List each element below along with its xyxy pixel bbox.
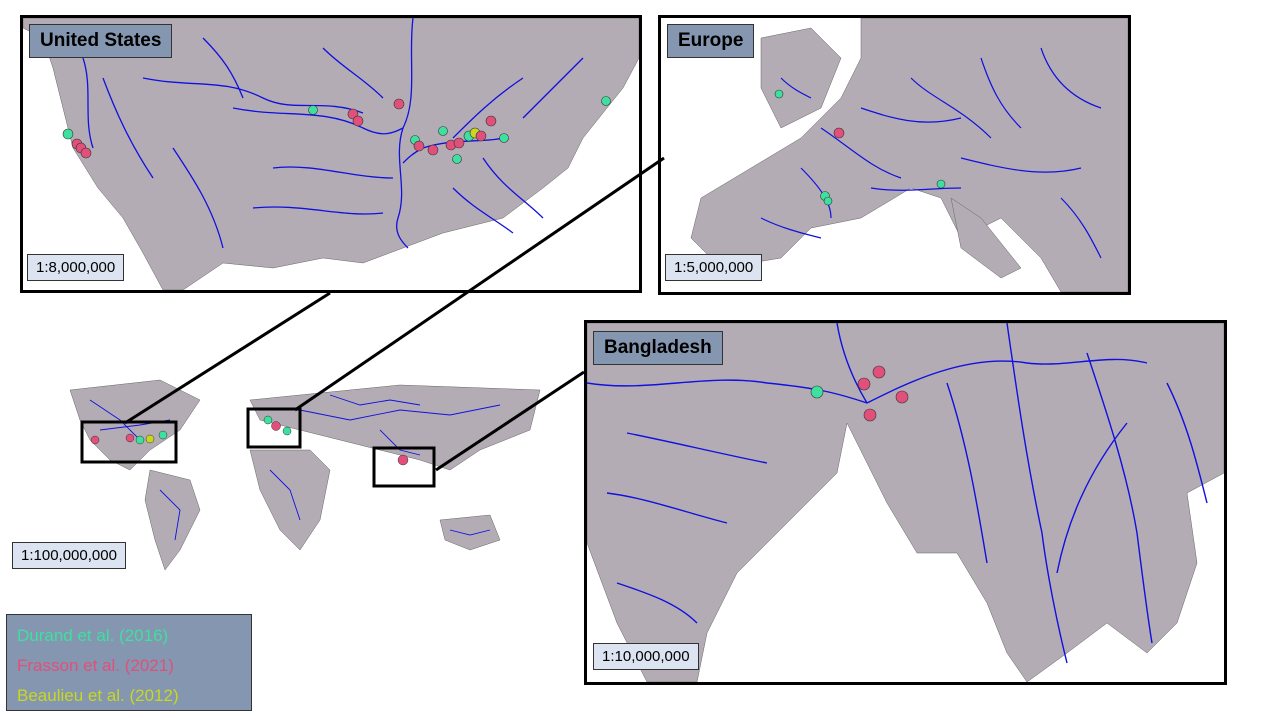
world-scale-label: 1:100,000,000	[12, 542, 126, 569]
site-marker	[833, 127, 845, 139]
australia-landmass	[439, 514, 501, 551]
world-map: 1:100,000,000	[0, 360, 560, 600]
site-marker	[393, 98, 405, 110]
site-marker	[895, 390, 909, 404]
legend-item-beaulieu: Beaulieu et al. (2012)	[17, 686, 179, 705]
us-scale-label: 1:8,000,000	[27, 254, 125, 281]
south-asia-landmass	[587, 323, 1224, 682]
site-marker	[308, 105, 318, 115]
us-title: United States	[29, 24, 173, 58]
us-map-graphic	[23, 18, 639, 290]
site-marker	[263, 415, 273, 425]
site-marker	[135, 435, 145, 445]
bangladesh-map-graphic	[587, 323, 1224, 682]
site-marker	[774, 89, 784, 99]
us-inset-map: United States 1:8,000,000	[20, 15, 642, 293]
legend-item-durand: Durand et al. (2016)	[17, 626, 169, 645]
site-marker	[62, 128, 74, 140]
site-marker	[485, 115, 497, 127]
bangladesh-inset-map: Bangladesh 1:10,000,000	[584, 320, 1227, 685]
site-marker	[271, 421, 281, 431]
site-marker	[80, 147, 92, 159]
site-marker	[427, 144, 439, 156]
site-marker	[601, 96, 611, 106]
site-marker	[857, 377, 871, 391]
site-marker	[453, 137, 465, 149]
europe-scale-label: 1:5,000,000	[665, 254, 763, 281]
britain-landmass	[760, 27, 842, 129]
site-marker	[438, 126, 448, 136]
europe-inset-map: Europe 1:5,000,000	[658, 15, 1131, 295]
bangladesh-scale-label: 1:10,000,000	[593, 643, 699, 670]
site-marker	[397, 454, 409, 466]
site-marker	[158, 430, 168, 440]
bangladesh-extent-frame	[372, 446, 436, 488]
site-marker	[823, 196, 833, 206]
site-marker	[475, 130, 487, 142]
site-marker	[499, 133, 509, 143]
site-marker	[413, 140, 425, 152]
north-america-landmass	[69, 379, 201, 471]
africa-landmass	[249, 449, 331, 551]
legend-item-frasson: Frasson et al. (2021)	[17, 656, 174, 675]
site-marker	[810, 385, 824, 399]
site-marker	[863, 408, 877, 422]
italy-landmass	[950, 197, 1022, 279]
south-america-landmass	[144, 469, 201, 571]
bangladesh-sites	[810, 365, 909, 422]
europe-rivers	[760, 47, 1102, 259]
site-marker	[90, 435, 100, 445]
site-marker	[872, 365, 886, 379]
legend: Durand et al. (2016) Frasson et al. (202…	[6, 614, 252, 711]
us-landmass	[23, 18, 639, 290]
bangladesh-title: Bangladesh	[593, 331, 723, 365]
site-marker	[125, 433, 135, 443]
europe-sites	[774, 89, 946, 206]
site-marker	[145, 434, 155, 444]
site-marker	[452, 154, 462, 164]
europe-map-graphic	[690, 18, 1128, 292]
site-marker	[936, 179, 946, 189]
europe-title: Europe	[667, 24, 755, 58]
continent-landmass	[690, 18, 1128, 292]
site-marker	[282, 426, 292, 436]
site-marker	[352, 115, 364, 127]
